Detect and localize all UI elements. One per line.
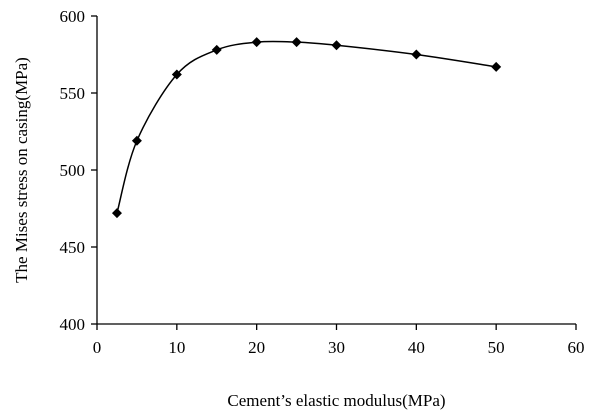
- x-ticks: 0 10 20 30 40 50 60: [93, 324, 585, 357]
- y-tick-label: 500: [60, 161, 86, 180]
- x-tick-label: 10: [168, 338, 185, 357]
- data-point-marker: [491, 61, 502, 72]
- x-tick-label: 50: [488, 338, 505, 357]
- series-line: [116, 40, 497, 214]
- data-point-marker: [411, 49, 422, 60]
- x-tick-label: 60: [568, 338, 585, 357]
- y-tick-label: 400: [60, 315, 86, 334]
- data-point-marker: [171, 69, 182, 80]
- x-axis-title: Cement’s elastic modulus(MPa): [227, 391, 445, 410]
- y-tick-label: 600: [60, 7, 86, 26]
- y-axis-title: The Mises stress on casing(MPa): [12, 57, 31, 283]
- data-point-marker: [111, 208, 122, 219]
- y-tick-label: 550: [60, 84, 86, 103]
- y-tick-label: 450: [60, 238, 86, 257]
- x-tick-label: 40: [408, 338, 425, 357]
- plot-area: [111, 37, 502, 219]
- data-point-marker: [211, 44, 222, 55]
- x-tick-label: 20: [248, 338, 265, 357]
- data-point-marker: [331, 40, 342, 51]
- data-point-marker: [291, 37, 302, 48]
- x-tick-label: 0: [93, 338, 102, 357]
- data-point-marker: [251, 37, 262, 48]
- data-point-marker: [131, 135, 142, 146]
- x-tick-label: 30: [328, 338, 345, 357]
- y-ticks: 400 450 500 550 600: [60, 7, 97, 334]
